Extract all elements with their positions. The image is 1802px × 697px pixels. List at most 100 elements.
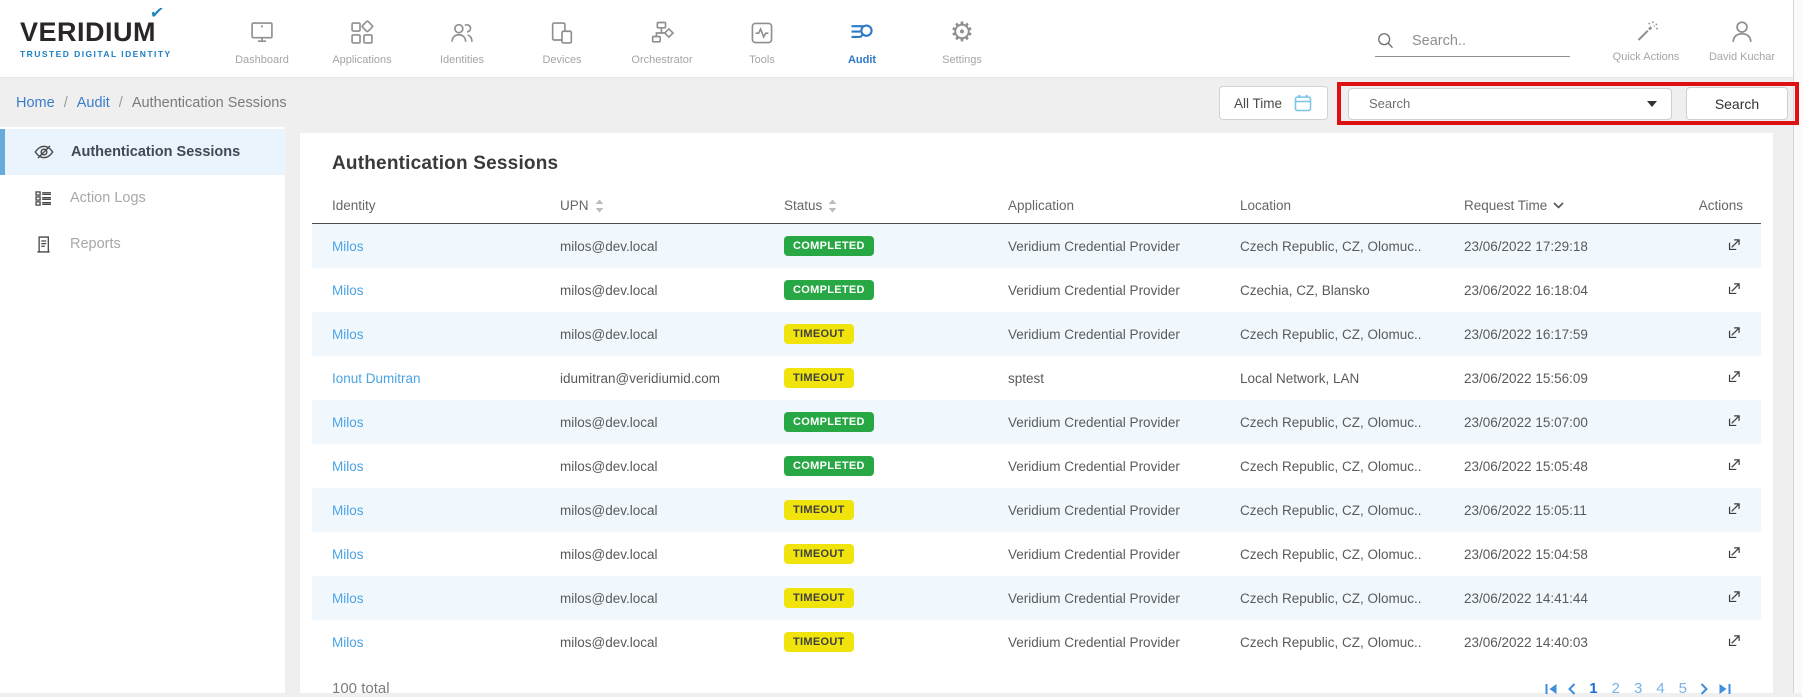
cell-identity: Milos — [312, 444, 540, 488]
main-nav: DashboardApplicationsIdentitiesDevicesOr… — [212, 12, 1012, 66]
cell-identity: Milos — [312, 312, 540, 356]
nav-item-orchestrator[interactable]: Orchestrator — [612, 12, 712, 66]
identity-link[interactable]: Milos — [332, 239, 364, 254]
cell-application: Veridium Credential Provider — [988, 224, 1220, 269]
column-header-status[interactable]: Status — [764, 189, 988, 224]
nav-item-tools[interactable]: Tools — [712, 12, 812, 66]
identity-link[interactable]: Milos — [332, 635, 364, 650]
open-session-icon[interactable] — [1726, 236, 1743, 253]
page-button-1[interactable]: 1 — [1586, 680, 1600, 697]
cell-upn: milos@dev.local — [540, 312, 764, 356]
page-button-3[interactable]: 3 — [1631, 680, 1645, 697]
open-session-icon[interactable] — [1726, 368, 1743, 385]
nav-item-devices[interactable]: Devices — [512, 12, 612, 66]
table-row: Ionut Dumitranidumitran@veridiumid.comTI… — [312, 356, 1761, 400]
topbar-right: Quick Actions David Kuchar — [1375, 14, 1790, 63]
chevron-down-icon — [1647, 101, 1657, 107]
global-search-input[interactable] — [1410, 32, 1570, 50]
reports-icon — [33, 234, 54, 255]
cell-status: TIMEOUT — [764, 312, 988, 356]
nav-item-dashboard[interactable]: Dashboard — [212, 12, 312, 66]
open-session-icon[interactable] — [1726, 324, 1743, 341]
cell-actions — [1664, 224, 1761, 269]
status-badge: TIMEOUT — [784, 632, 854, 652]
open-session-icon[interactable] — [1726, 412, 1743, 429]
cell-application: Veridium Credential Provider — [988, 576, 1220, 620]
sidebar-item-reports[interactable]: Reports — [0, 221, 285, 267]
dashboard-icon — [248, 18, 276, 48]
logo-tagline: TRUSTED DIGITAL IDENTITY — [20, 49, 180, 59]
open-session-icon[interactable] — [1726, 588, 1743, 605]
applications-icon — [348, 18, 376, 48]
page-button-4[interactable]: 4 — [1653, 680, 1667, 697]
search-field-dropdown[interactable]: Search — [1348, 88, 1672, 120]
identity-link[interactable]: Milos — [332, 415, 364, 430]
pagination: 12345 — [1545, 680, 1741, 697]
global-search — [1375, 30, 1570, 57]
open-session-icon[interactable] — [1726, 500, 1743, 517]
column-header-request-time[interactable]: Request Time — [1444, 189, 1664, 224]
open-session-icon[interactable] — [1726, 544, 1743, 561]
veridium-logo[interactable]: VERIDIUM✔ TRUSTED DIGITAL IDENTITY — [20, 19, 180, 59]
cell-request-time: 23/06/2022 16:17:59 — [1444, 312, 1664, 356]
breadcrumb: Home/Audit/Authentication Sessions — [16, 95, 287, 111]
identity-link[interactable]: Milos — [332, 459, 364, 474]
identities-icon — [448, 18, 476, 48]
identity-link[interactable]: Milos — [332, 283, 364, 298]
cell-identity: Milos — [312, 620, 540, 664]
identity-link[interactable]: Milos — [332, 503, 364, 518]
cell-application: Veridium Credential Provider — [988, 444, 1220, 488]
nav-item-settings[interactable]: ⚙Settings — [912, 12, 1012, 66]
search-icon — [1375, 30, 1396, 51]
cell-status: COMPLETED — [764, 444, 988, 488]
cell-actions — [1664, 356, 1761, 400]
search-button[interactable]: Search — [1686, 87, 1788, 120]
identity-link[interactable]: Milos — [332, 591, 364, 606]
breadcrumb-audit[interactable]: Audit — [77, 95, 110, 111]
page-title: Authentication Sessions — [332, 153, 1761, 175]
table-row: Milosmilos@dev.localTIMEOUTVeridium Cred… — [312, 312, 1761, 356]
cell-identity: Ionut Dumitran — [312, 356, 540, 400]
nav-item-identities[interactable]: Identities — [412, 12, 512, 66]
cell-status: TIMEOUT — [764, 532, 988, 576]
time-range-button[interactable]: All Time — [1219, 86, 1328, 120]
sidebar-item-action-logs[interactable]: Action Logs — [0, 175, 285, 221]
identity-link[interactable]: Milos — [332, 547, 364, 562]
column-header-location: Location — [1220, 189, 1444, 224]
status-badge: TIMEOUT — [784, 500, 854, 520]
page-button-2[interactable]: 2 — [1609, 680, 1623, 697]
open-session-icon[interactable] — [1726, 280, 1743, 297]
total-count: 100 total — [332, 680, 390, 697]
nav-item-audit[interactable]: Audit — [812, 12, 912, 66]
cell-identity: Milos — [312, 268, 540, 312]
cell-request-time: 23/06/2022 16:18:04 — [1444, 268, 1664, 312]
cell-status: COMPLETED — [764, 268, 988, 312]
page-button-5[interactable]: 5 — [1676, 680, 1690, 697]
sort-desc-icon — [1553, 202, 1564, 209]
column-header-upn[interactable]: UPN — [540, 189, 764, 224]
breadcrumb-authentication-sessions: Authentication Sessions — [132, 95, 287, 111]
cell-application: sptest — [988, 356, 1220, 400]
identity-link[interactable]: Ionut Dumitran — [332, 371, 421, 386]
cell-upn: idumitran@veridiumid.com — [540, 356, 764, 400]
sidebar-item-authentication-sessions[interactable]: Authentication Sessions — [0, 129, 285, 175]
open-session-icon[interactable] — [1726, 456, 1743, 473]
table-row: Milosmilos@dev.localCOMPLETEDVeridium Cr… — [312, 444, 1761, 488]
cell-identity: Milos — [312, 488, 540, 532]
user-menu[interactable]: David Kuchar — [1694, 14, 1790, 63]
user-name: David Kuchar — [1709, 51, 1775, 63]
column-header-identity: Identity — [312, 189, 540, 224]
quick-actions-button[interactable]: Quick Actions — [1598, 14, 1694, 63]
nav-item-applications[interactable]: Applications — [312, 12, 412, 66]
open-session-icon[interactable] — [1726, 632, 1743, 649]
cell-request-time: 23/06/2022 15:04:58 — [1444, 532, 1664, 576]
annotation-highlight: Search Search — [1337, 82, 1799, 125]
cell-upn: milos@dev.local — [540, 268, 764, 312]
cell-location: Czech Republic, CZ, Olomuc.. — [1220, 576, 1444, 620]
cell-identity: Milos — [312, 532, 540, 576]
identity-link[interactable]: Milos — [332, 327, 364, 342]
breadcrumb-home[interactable]: Home — [16, 95, 55, 111]
cell-status: TIMEOUT — [764, 620, 988, 664]
audit-icon — [848, 18, 876, 48]
cell-actions — [1664, 576, 1761, 620]
